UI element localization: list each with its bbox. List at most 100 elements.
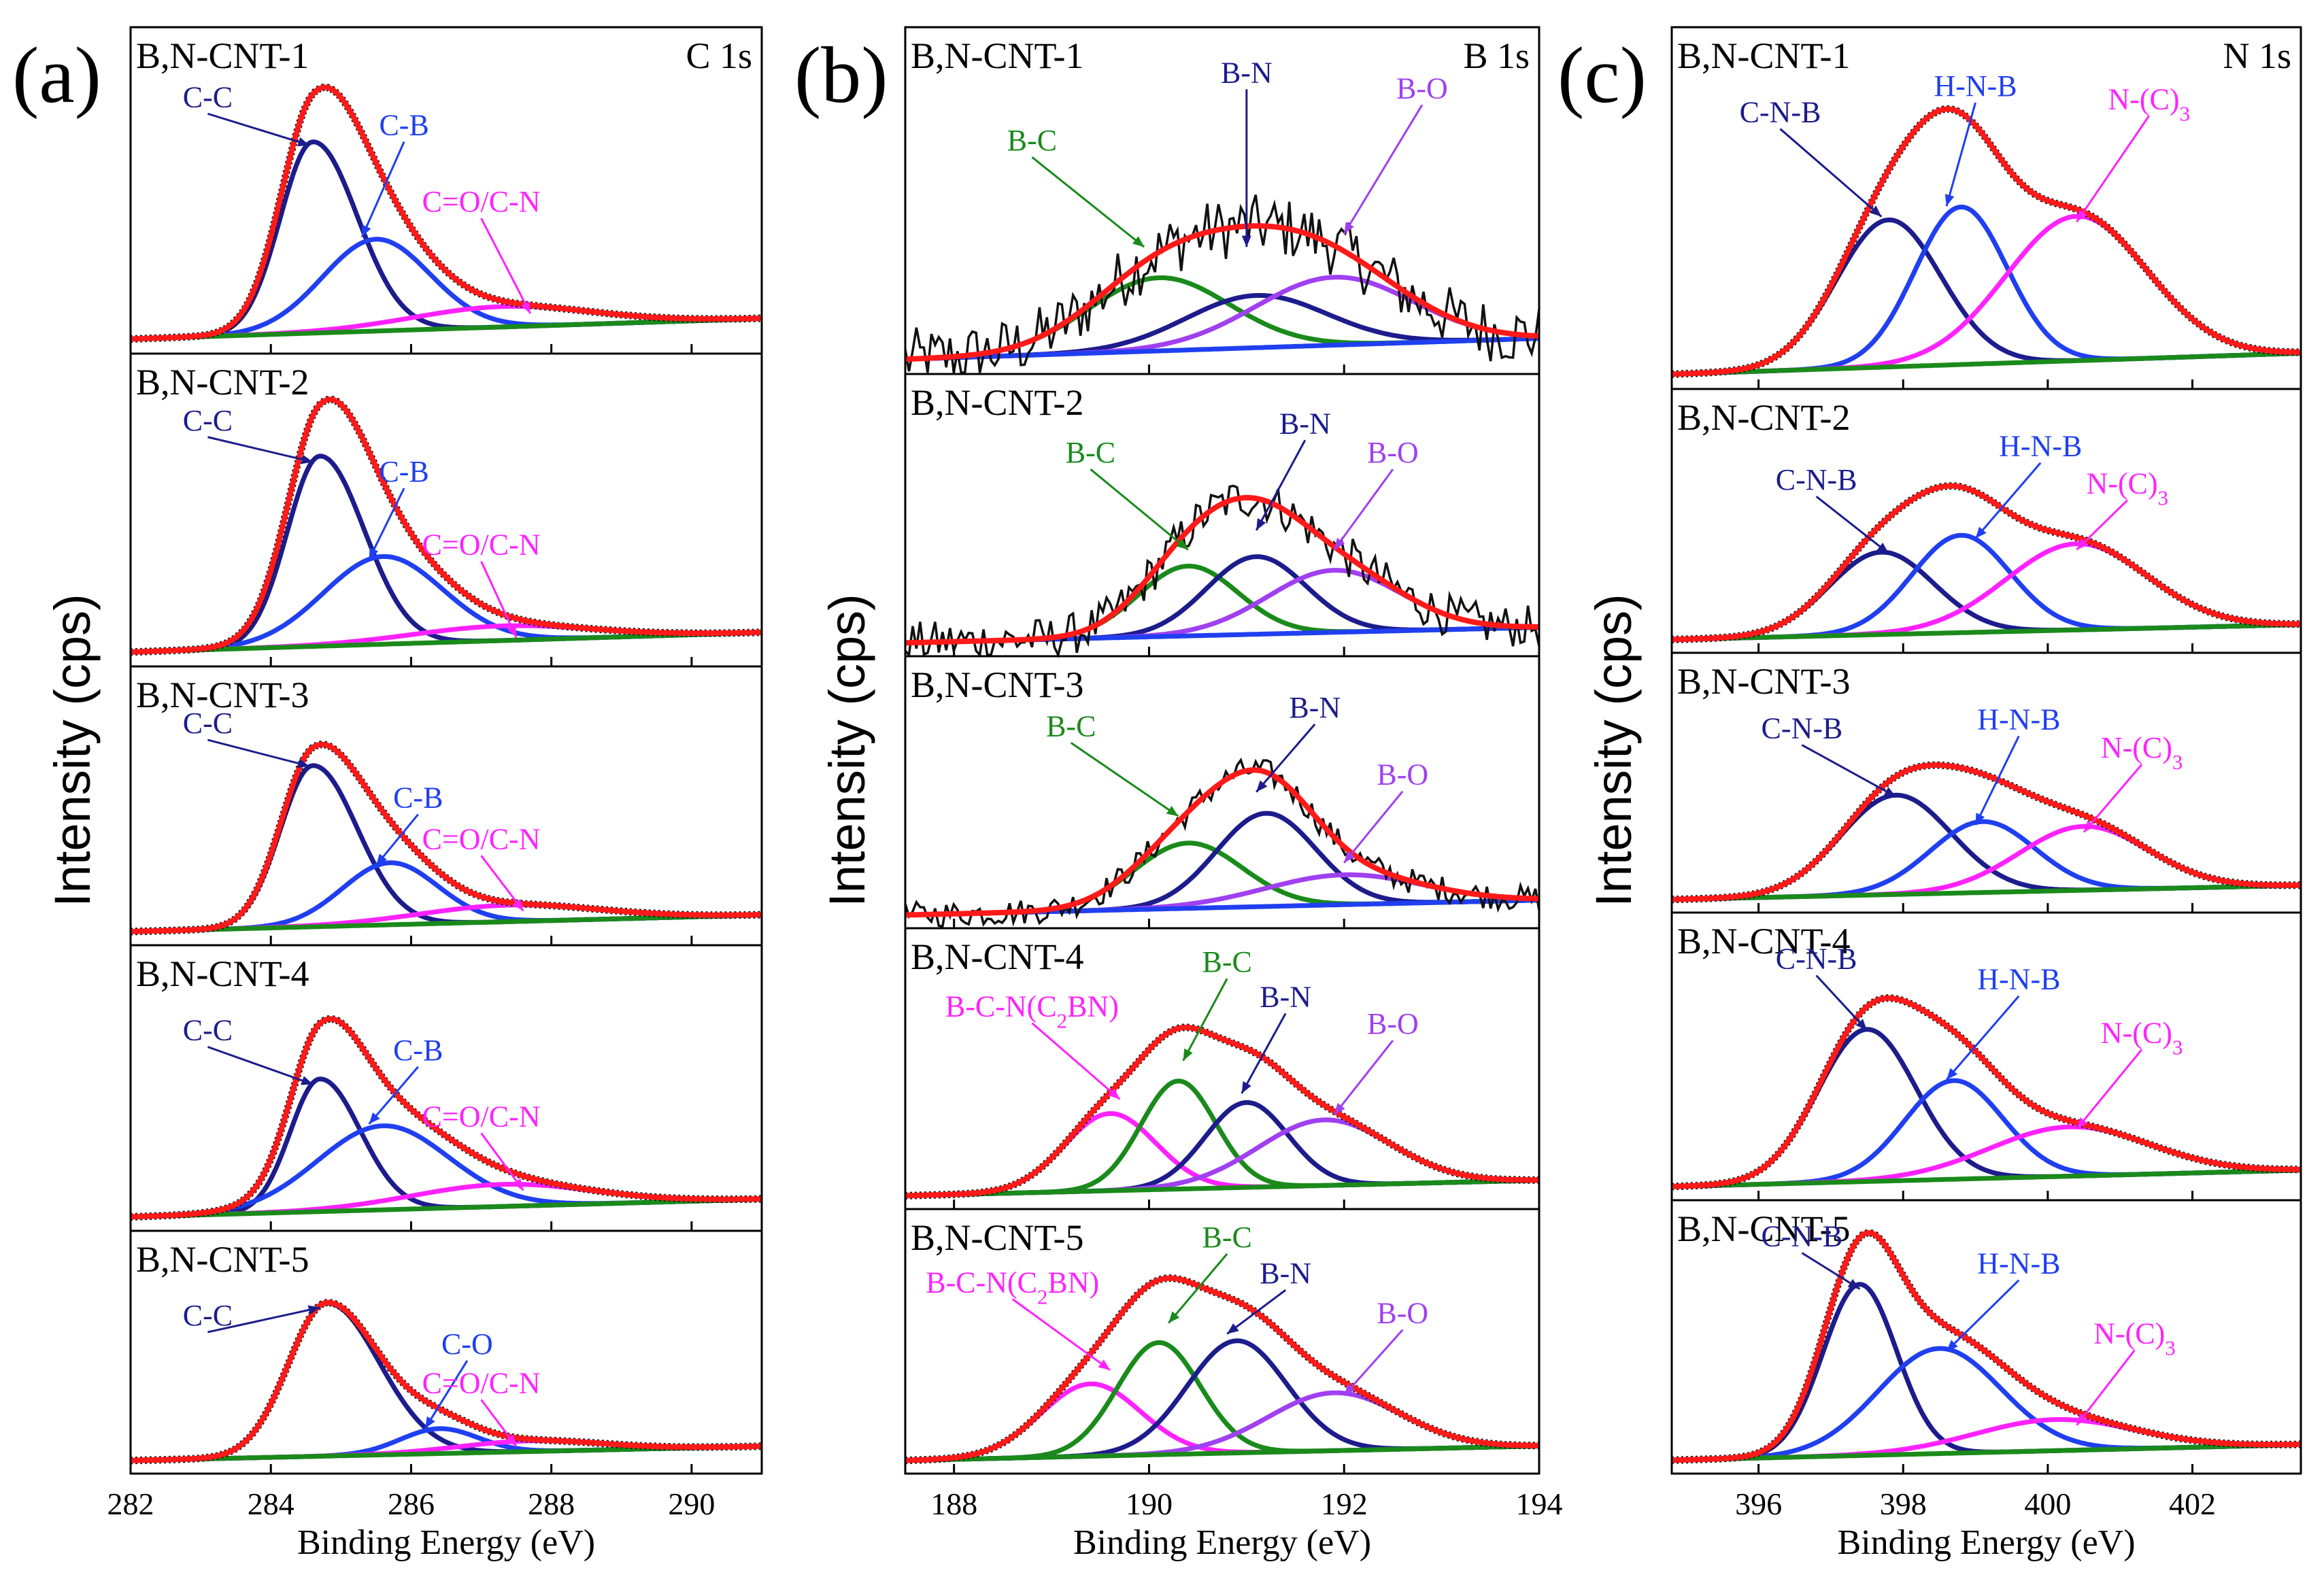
peak-annotation: N-(C)3 <box>2093 1317 2176 1360</box>
annotation-arrow <box>1226 1289 1287 1335</box>
subplot-b-n-cnt-3: B,N-CNT-3 B-C B-N B-O <box>904 655 1540 930</box>
envelope-fit <box>1671 106 2301 377</box>
peak-b-c <box>905 1079 1540 1198</box>
annotation-arrow <box>1090 468 1189 551</box>
annotation-arrow <box>1182 978 1228 1062</box>
annotation-arrowhead <box>2076 1117 2088 1130</box>
x-axis-label: Binding Energy (eV) <box>297 1523 595 1562</box>
annotation-arrow <box>1801 744 1897 798</box>
annotation-arrowhead <box>1241 1081 1251 1093</box>
background-line <box>1671 1442 2302 1463</box>
annotation-arrow <box>207 436 314 463</box>
envelope-fit <box>130 84 762 342</box>
peak-annotation: C-B <box>393 781 443 815</box>
y-axis-label: Intensity (cps) <box>819 594 875 907</box>
annotation-arrow <box>1343 790 1404 864</box>
peak-n-c-3 <box>1671 214 2301 377</box>
x-axis-label: Binding Energy (eV) <box>1837 1523 2135 1562</box>
annotation-arrow <box>1011 1298 1111 1371</box>
annotation-arrow <box>2076 1049 2143 1130</box>
subplot-b-n-cnt-3: B,N-CNT-3 C-N-B H-N-B N-(C)3 <box>1670 651 2302 914</box>
background-line <box>1671 1168 2302 1189</box>
annotation-arrowhead <box>507 625 517 638</box>
sample-label: B,N-CNT-4 <box>1677 921 1851 962</box>
annotation-arrow <box>1945 1279 2020 1353</box>
annotation-arrow <box>1974 735 2020 826</box>
envelope-fit <box>130 1016 762 1220</box>
annotation-arrowhead <box>1847 1278 1860 1289</box>
subplot-b-n-cnt-2: B,N-CNT-2C-C C-B C=O/C-N <box>129 352 763 668</box>
annotation-arrowhead <box>2076 1413 2088 1425</box>
sample-label: B,N-CNT-2 <box>1677 397 1851 438</box>
annotation-arrowhead <box>1334 1102 1345 1115</box>
peak-annotation: C-O <box>441 1327 493 1361</box>
peak-annotation: B-C-N(C2BN) <box>945 989 1119 1032</box>
x-axis-label: Binding Energy (eV) <box>1073 1523 1371 1562</box>
envelope-fit <box>130 396 762 655</box>
panel-c: (c) Intensity (cps) B,N-CNT-1 N 1s C-N-B H-N-… <box>1557 26 2302 1562</box>
annotation-arrow <box>1255 439 1307 531</box>
annotation-arrowhead <box>512 899 524 911</box>
annotation-arrowhead <box>301 1076 314 1085</box>
annotation-arrowhead <box>1344 222 1354 234</box>
peak-annotation: B-N <box>1260 1257 1311 1290</box>
annotation-arrow <box>1815 974 1868 1032</box>
peak-annotation: B-O <box>1396 71 1448 105</box>
peak-annotation: B-N <box>1289 691 1341 724</box>
annotation-arrowhead <box>1166 806 1179 817</box>
peak-annotation: B-O <box>1367 1007 1419 1040</box>
subplot-frame <box>129 1229 763 1475</box>
envelope-fit <box>905 1024 1539 1199</box>
sample-label: B,N-CNT-1 <box>1677 35 1851 76</box>
annotation-arrowhead <box>1975 526 1987 539</box>
x-tick-label: 190 <box>1126 1487 1173 1521</box>
subplot-b-n-cnt-4: B,N-CNT-4 C-C C-B C=O/C-N <box>129 944 763 1232</box>
annotation-arrow <box>368 1066 419 1125</box>
x-tick-label: 192 <box>1321 1487 1368 1521</box>
annotation-arrow <box>207 1046 314 1085</box>
envelope-fit <box>905 223 1540 362</box>
peak-annotation: N-(C)3 <box>2087 467 2169 510</box>
annotation-arrowhead <box>1876 543 1889 554</box>
subplot-b-n-cnt-5: B,N-CNT-5 C-C C-O C=O/C-N <box>129 1229 763 1475</box>
panel-label: (b) <box>794 31 888 120</box>
background-line <box>1671 622 2301 642</box>
subplot-b-n-cnt-1: B,N-CNT-1 C 1s C-C C-B C=O/C-N <box>129 26 763 355</box>
raw-data <box>1671 482 2301 643</box>
annotation-arrow <box>1031 1022 1121 1100</box>
peak-h-n-b <box>1671 532 2301 642</box>
annotation-arrowhead <box>369 547 379 560</box>
region-label: N 1s <box>2223 35 2291 76</box>
annotation-arrow <box>360 141 405 238</box>
annotation-arrowhead <box>2076 538 2089 550</box>
peak-annotation: H-N-B <box>1934 69 2017 103</box>
subplot-b-n-cnt-5: B,N-CNT-5C-N-B H-N-B N-(C)3 <box>1670 1199 2302 1475</box>
annotation-arrow <box>1333 469 1394 551</box>
panel-a: (a) Intensity (cps) B,N-CNT-1 C 1s C-C C-B C=O… <box>12 26 763 1562</box>
annotation-arrow <box>207 738 310 768</box>
envelope-fit <box>130 1300 762 1463</box>
background-line <box>130 1197 762 1219</box>
annotation-arrowhead <box>369 1112 380 1124</box>
peak-h-n-b <box>1671 204 2302 377</box>
raw-data <box>1671 105 2301 378</box>
annotation-arrowhead <box>1241 235 1251 248</box>
peak-annotation: B-C <box>1007 124 1057 157</box>
peak-annotation: N-(C)3 <box>2108 82 2190 125</box>
annotation-arrowhead <box>1108 1088 1120 1100</box>
peak-annotation: B-O <box>1367 436 1419 469</box>
sample-label: B,N-CNT-2 <box>136 362 309 403</box>
peak-c-n-b <box>1672 792 2302 902</box>
peak-annotation: N-(C)3 <box>2101 731 2183 774</box>
annotation-arrowhead <box>1256 517 1266 530</box>
peak-annotation: C-N-B <box>1776 463 1857 496</box>
peak-annotation: C-B <box>379 455 428 488</box>
subplot-b-n-cnt-3: B,N-CNT-3C-C C-B C=O/C-N <box>129 665 763 947</box>
peak-annotation: B-N <box>1221 56 1273 89</box>
annotation-arrow <box>1945 102 1976 207</box>
annotation-arrow <box>1815 496 1889 554</box>
peak-annotation: C-N-B <box>1740 96 1821 129</box>
annotation-arrow <box>2076 499 2128 551</box>
region-label: B 1s <box>1463 35 1530 76</box>
